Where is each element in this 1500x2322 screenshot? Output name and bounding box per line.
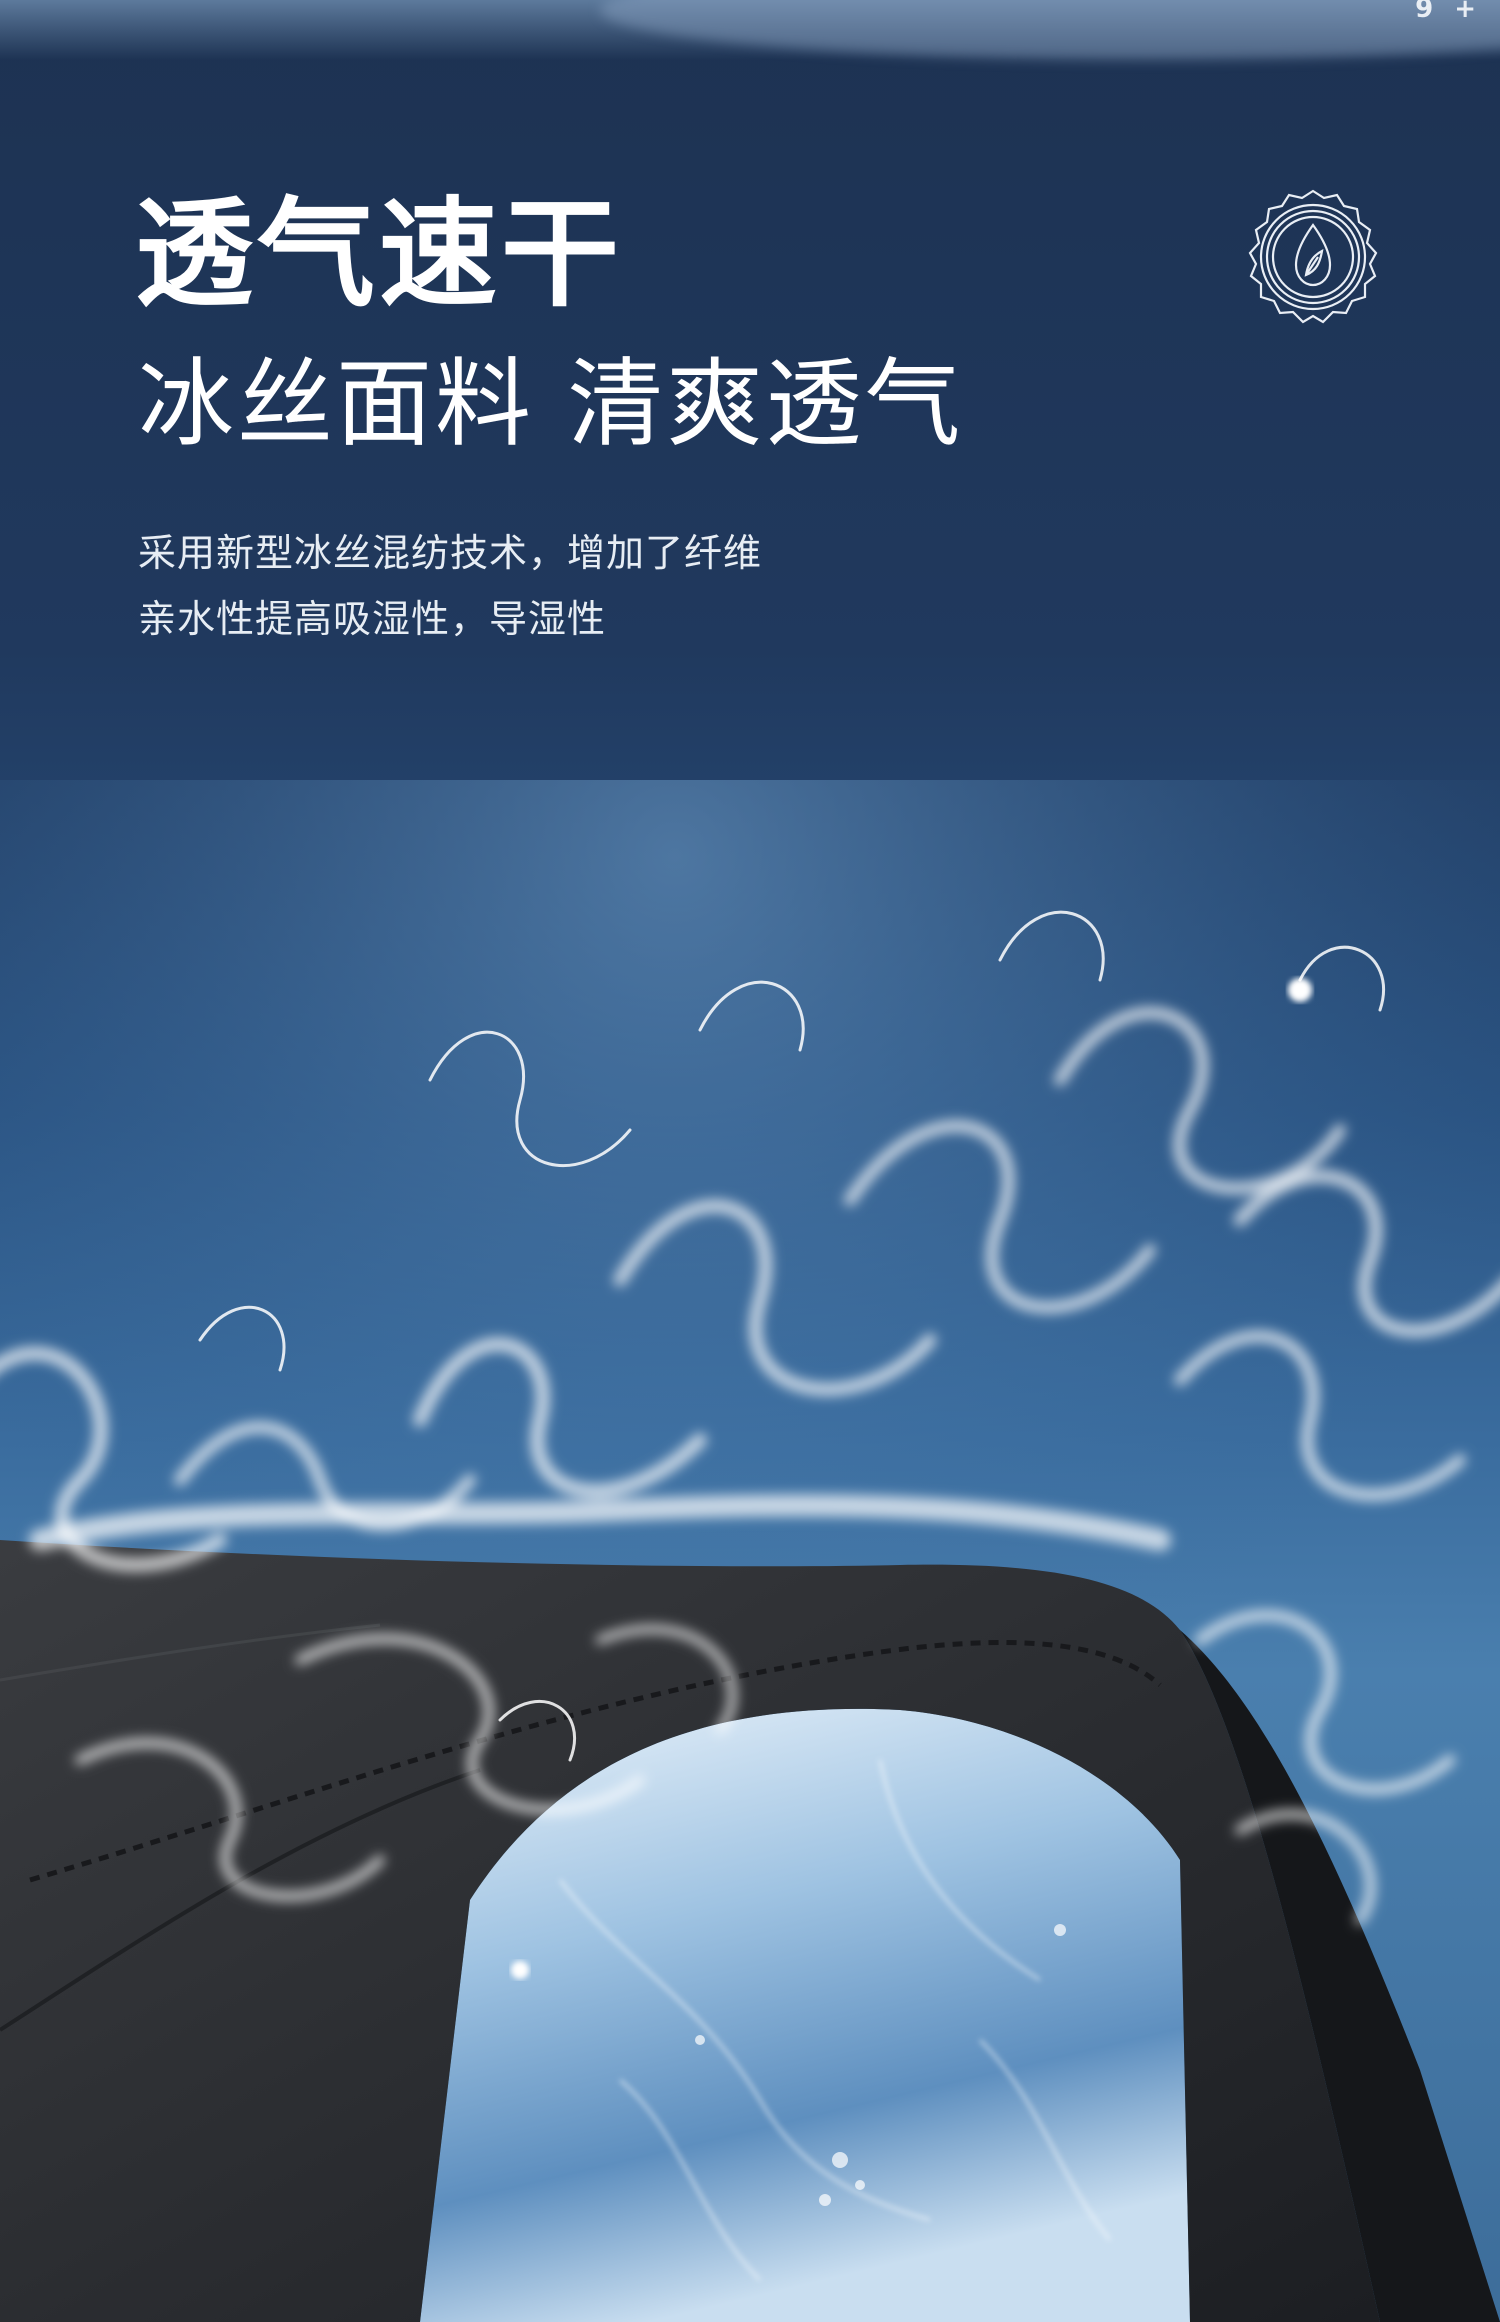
black-fabric [0, 1540, 1380, 2322]
description-line: 亲水性提高吸湿性，导湿性 [138, 597, 607, 641]
corner-number: 9 + [1415, 0, 1482, 24]
leaf-droplet-seal-icon [1248, 189, 1378, 324]
feature-subtitle: 冰丝面料 清爽透气 [138, 348, 964, 460]
feature-title: 透气速干 [135, 185, 624, 323]
ice-block [420, 1708, 1190, 2322]
top-gradient-band [0, 0, 1500, 60]
fabric-ice-smoke-illustration [0, 780, 1500, 2322]
description-line: 采用新型冰丝混纺技术，增加了纤维 [138, 531, 763, 575]
feature-description: 采用新型冰丝混纺技术，增加了纤维 亲水性提高吸湿性，导湿性 [138, 520, 762, 652]
